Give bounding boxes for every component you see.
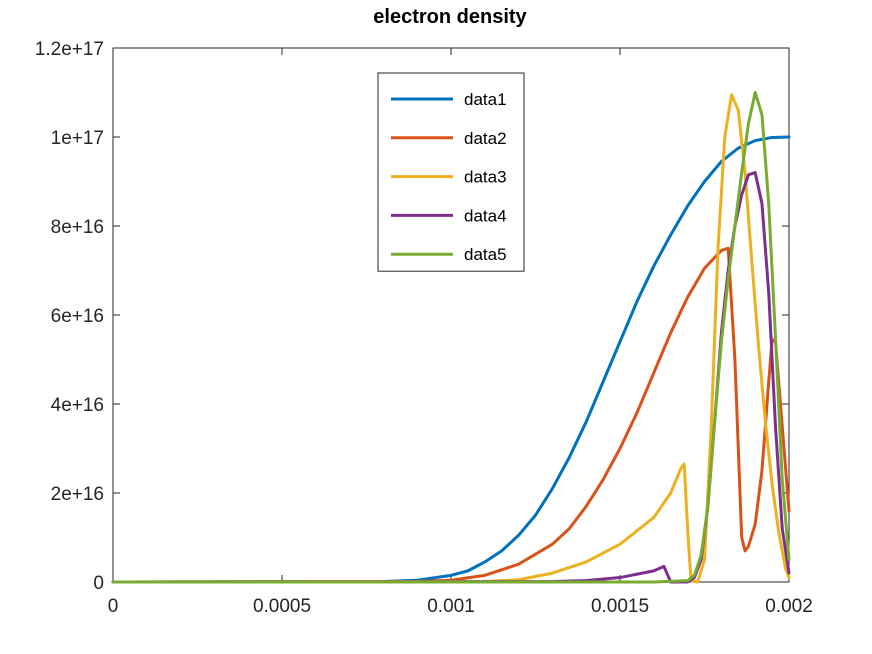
legend-label-data4: data4 (464, 206, 507, 225)
x-tick-label: 0.001 (427, 596, 475, 617)
legend-label-data3: data3 (464, 168, 507, 187)
y-tick-label: 1.2e+17 (35, 39, 104, 60)
series-line-data5 (111, 91, 791, 584)
x-tick-label: 0.0005 (253, 596, 311, 617)
y-axis-ticks: 0 2e+16 4e+16 6e+16 8e+16 1e+17 1.2e+17 (35, 39, 789, 594)
x-tick-label: 0.0015 (591, 596, 649, 617)
legend: data1 data2 data3 data4 data5 (377, 72, 525, 272)
y-tick-label: 1e+17 (51, 128, 104, 149)
series-lines (111, 91, 791, 584)
legend-label-data1: data1 (464, 90, 507, 109)
chart-title: electron density (373, 6, 527, 28)
y-tick-label: 6e+16 (51, 306, 104, 327)
x-tick-label: 0 (108, 596, 119, 617)
legend-label-data5: data5 (464, 245, 507, 264)
x-axis-ticks: 0 0.0005 0.001 0.0015 0.002 (108, 48, 813, 617)
series-line-data3 (111, 93, 791, 584)
legend-label-data2: data2 (464, 129, 507, 148)
y-tick-label: 8e+16 (51, 217, 104, 238)
x-tick-label: 0.002 (765, 596, 813, 617)
y-tick-label: 4e+16 (51, 395, 104, 416)
y-tick-label: 2e+16 (51, 484, 104, 505)
legend-box (377, 72, 525, 272)
y-tick-label: 0 (93, 573, 104, 594)
